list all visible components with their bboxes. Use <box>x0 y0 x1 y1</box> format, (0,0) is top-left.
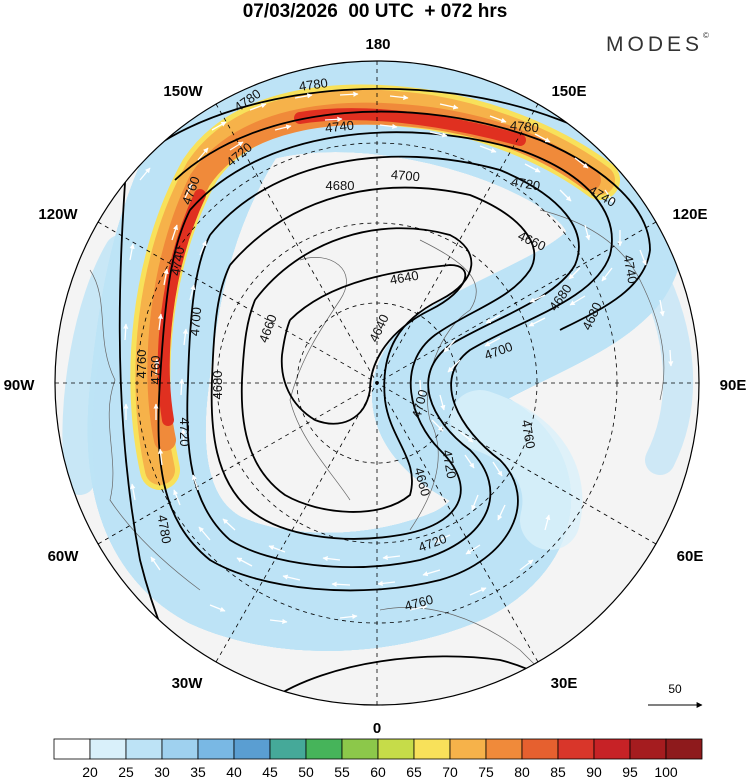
contour-label: 4680 <box>326 178 355 193</box>
colorbar-swatch <box>341 738 379 760</box>
colorbar-swatch <box>665 738 703 760</box>
colorbar-tick-label: 90 <box>586 764 602 780</box>
lon-label-30e: 30E <box>551 675 578 692</box>
contour-label: 4640 <box>389 268 420 288</box>
colorbar-swatch <box>89 738 127 760</box>
colorbar-swatch <box>629 738 667 760</box>
colorbar-swatch <box>557 738 595 760</box>
colorbar-tick-label: 30 <box>154 764 170 780</box>
colorbar-swatch <box>449 738 487 760</box>
colorbar-swatch <box>161 738 199 760</box>
colorbar-tick-label: 80 <box>514 764 530 780</box>
lon-label-60w: 60W <box>48 548 80 565</box>
lon-label-30w: 30W <box>172 675 204 692</box>
colorbar-tick-label: 40 <box>226 764 242 780</box>
colorbar-tick-label: 65 <box>406 764 422 780</box>
contour-label: 4740 <box>168 246 188 277</box>
map-border <box>54 60 700 706</box>
lon-label-0: 0 <box>373 720 381 737</box>
lon-label-90w: 90W <box>4 377 36 394</box>
colorbar-tick-label: 85 <box>550 764 566 780</box>
colorbar-swatch <box>197 738 235 760</box>
colorbar-tick-label: 25 <box>118 764 134 780</box>
lon-label-150w: 150W <box>163 83 203 100</box>
contour-label: 4700 <box>409 388 431 420</box>
colorbar-tick-label: 100 <box>654 764 678 780</box>
lon-label-60e: 60E <box>677 548 704 565</box>
colorbar-swatch <box>377 738 415 760</box>
graticule <box>55 61 699 705</box>
colorbar-tick-label: 70 <box>442 764 458 780</box>
wind-vectors <box>123 91 674 625</box>
contour-label: 4780 <box>298 75 329 94</box>
colorbar-tick-label: 75 <box>478 764 494 780</box>
contour-label: 4780 <box>155 514 175 545</box>
lon-label-150e: 150E <box>551 83 586 100</box>
reference-vector: 50 <box>648 682 703 708</box>
colorbar-swatch <box>53 738 91 760</box>
contour-label: 4760 <box>134 350 149 379</box>
lon-label-90e: 90E <box>720 377 747 394</box>
brand-logo: MODES© <box>606 31 709 56</box>
colorbar-tick-label: 95 <box>622 764 638 780</box>
contour-label: 4760 <box>148 356 163 385</box>
colorbar-swatch <box>521 738 559 760</box>
contour-label: 4700 <box>187 307 204 337</box>
map-title: 07/03/2026 00 UTC + 072 hrs <box>242 1 508 22</box>
contour-label: 4720 <box>440 449 460 480</box>
colorbar-tick-label: 60 <box>370 764 386 780</box>
colorbar-swatch <box>485 738 523 760</box>
lon-label-120w: 120W <box>38 206 78 223</box>
colorbar-tick-label: 35 <box>190 764 206 780</box>
colorbar-swatch <box>413 738 451 760</box>
contour-label: 4760 <box>519 419 539 450</box>
colorbar-swatch <box>125 738 163 760</box>
lon-label-120e: 120E <box>672 206 707 223</box>
colorbar-swatch <box>305 738 343 760</box>
colorbar-tick-label: 50 <box>298 764 314 780</box>
contour-label: 4680 <box>210 371 225 400</box>
contour-label: 4700 <box>390 167 420 184</box>
colorbar-tick-label: 45 <box>262 764 278 780</box>
colorbar-swatch <box>593 738 631 760</box>
reference-vector-label: 50 <box>668 682 682 696</box>
contour-label: 4760 <box>403 592 435 614</box>
contour-label: 4720 <box>510 174 541 194</box>
colorbar-swatch <box>233 738 271 760</box>
contour-label: 4780 <box>509 118 539 135</box>
contour-label: 4740 <box>324 118 354 136</box>
contour-label: 4720 <box>177 418 192 447</box>
colorbar-tick-label: 20 <box>82 764 98 780</box>
lon-label-180: 180 <box>365 36 390 53</box>
contour-label: 4740 <box>621 254 641 285</box>
colorbar: 20 25 30 35 40 45 50 55 60 65 70 75 80 85 90 95 100 <box>53 738 703 780</box>
contour-label: 4660 <box>411 466 433 498</box>
colorbar-swatch <box>269 738 307 760</box>
colorbar-tick-label: 55 <box>334 764 350 780</box>
longitude-labels: 180 150E 120E 90E 60E 30E 0 30W 60W 90W … <box>4 36 747 737</box>
